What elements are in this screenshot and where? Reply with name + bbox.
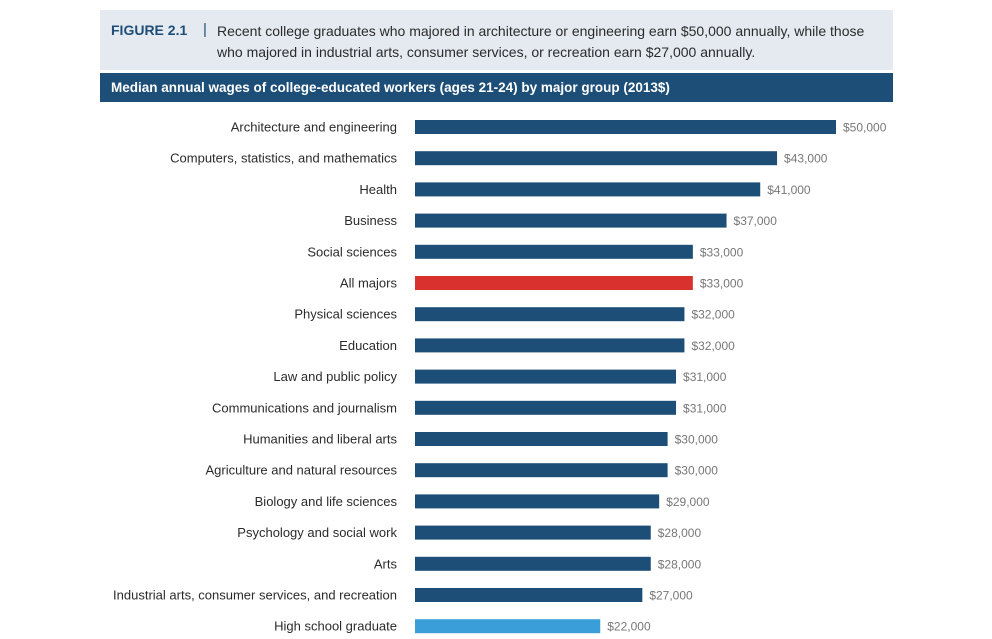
category-label-psychology-and-social-work: Psychology and social work (237, 525, 397, 540)
bar-physical-sciences (415, 307, 685, 322)
bar-agriculture-and-natural-resources (415, 463, 668, 478)
figure-separator: | (203, 21, 207, 38)
bar-all-majors (415, 276, 693, 290)
value-label-psychology-and-social-work: $28,000 (658, 526, 702, 540)
chart-title-bar: Median annual wages of college-educated … (100, 73, 893, 102)
bar-psychology-and-social-work (415, 525, 651, 540)
value-label-education: $32,000 (691, 339, 735, 353)
value-label-physical-sciences: $32,000 (691, 308, 735, 322)
value-label-industrial-arts-consumer-services-and-recreation: $27,000 (649, 589, 693, 603)
bar-education (415, 338, 685, 353)
category-label-high-school-graduate: High school graduate (274, 619, 397, 634)
category-label-biology-and-life-sciences: Biology and life sciences (255, 494, 398, 509)
category-label-physical-sciences: Physical sciences (294, 307, 397, 322)
value-label-humanities-and-liberal-arts: $30,000 (675, 433, 719, 447)
bar-high-school-graduate (415, 619, 601, 634)
bar-humanities-and-liberal-arts (415, 432, 668, 446)
category-label-architecture-and-engineering: Architecture and engineering (231, 120, 397, 135)
bar-communications-and-journalism (415, 400, 677, 415)
figure-caption: Recent college graduates who majored in … (217, 23, 865, 60)
value-label-architecture-and-engineering: $50,000 (843, 121, 887, 135)
value-label-arts: $28,000 (658, 557, 702, 571)
category-label-social-sciences: Social sciences (307, 244, 397, 259)
category-label-computers-statistics-and-mathematics: Computers, statistics, and mathematics (170, 151, 397, 166)
bar-health (415, 182, 761, 197)
value-label-high-school-graduate: $22,000 (607, 620, 651, 634)
value-label-agriculture-and-natural-resources: $30,000 (675, 464, 719, 478)
figure-label: FIGURE 2.1 (111, 22, 188, 38)
category-label-education: Education (339, 338, 397, 353)
category-label-health: Health (359, 182, 397, 197)
value-label-all-majors: $33,000 (700, 277, 744, 291)
bar-law-and-public-policy (415, 369, 677, 384)
category-label-agriculture-and-natural-resources: Agriculture and natural resources (206, 463, 398, 478)
bar-arts (415, 556, 651, 571)
value-label-law-and-public-policy: $31,000 (683, 370, 727, 384)
figure-header: FIGURE 2.1 | Recent college graduates wh… (100, 10, 893, 70)
bar-business (415, 213, 727, 228)
category-label-industrial-arts-consumer-services-and-recreation: Industrial arts, consumer services, and … (113, 588, 397, 603)
category-label-all-majors: All majors (340, 276, 398, 291)
chart-title: Median annual wages of college-educated … (111, 80, 670, 95)
category-label-communications-and-journalism: Communications and journalism (212, 400, 397, 415)
category-label-humanities-and-liberal-arts: Humanities and liberal arts (243, 432, 397, 447)
category-label-law-and-public-policy: Law and public policy (273, 369, 397, 384)
bar-architecture-and-engineering (415, 120, 836, 134)
value-label-business: $37,000 (734, 214, 778, 228)
bar-industrial-arts-consumer-services-and-recreation (415, 588, 643, 602)
value-label-communications-and-journalism: $31,000 (683, 401, 727, 415)
bar-computers-statistics-and-mathematics (415, 151, 778, 166)
value-label-biology-and-life-sciences: $29,000 (666, 495, 710, 509)
category-label-arts: Arts (374, 556, 398, 571)
bar-social-sciences (415, 244, 693, 259)
value-label-social-sciences: $33,000 (700, 245, 744, 259)
value-label-health: $41,000 (767, 183, 811, 197)
bar-biology-and-life-sciences (415, 494, 660, 509)
value-label-computers-statistics-and-mathematics: $43,000 (784, 152, 828, 166)
category-label-business: Business (344, 213, 397, 228)
